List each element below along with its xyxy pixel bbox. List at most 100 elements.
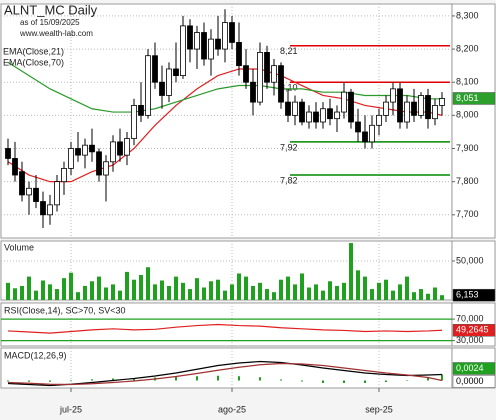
candle-body [257, 51, 263, 103]
volume-bar [41, 280, 45, 300]
candle-body [173, 68, 179, 76]
candle-body [159, 81, 165, 96]
volume-bar [230, 284, 234, 300]
candle-body [54, 181, 60, 206]
histogram-bar [133, 378, 135, 381]
candle-body [201, 32, 207, 60]
volume-bar [307, 287, 311, 300]
volume-bar [391, 290, 395, 300]
panel-title: Volume [4, 242, 34, 252]
candle-body [82, 144, 88, 156]
legend-entry: EMA(Close,21) [3, 46, 64, 56]
volume-bar [419, 289, 423, 300]
volume-bar [90, 281, 94, 300]
volume-bar [181, 282, 185, 300]
candle-body [5, 148, 11, 159]
histogram-bar [217, 375, 219, 381]
volume-bar [272, 292, 276, 300]
panel [0, 240, 453, 301]
candle-body [229, 22, 235, 43]
last-value-box [452, 288, 496, 302]
histogram-bar [49, 380, 51, 382]
x-tick-label: sep-25 [365, 404, 393, 414]
volume-bar [195, 278, 199, 300]
volume-bar [321, 290, 325, 300]
volume-bar [146, 267, 150, 300]
volume-bar [62, 278, 66, 300]
level-label: 7,92 [280, 142, 298, 152]
last-value-box [452, 375, 496, 388]
candle-body [222, 22, 228, 50]
panel [0, 347, 453, 389]
panel-title: RSI(Close,14), SC>70, SV<30 [4, 305, 126, 315]
y-tick-label: 70,000 [456, 314, 484, 324]
histogram-bar [441, 374, 443, 381]
chart-title: ALNT_MC Daily [4, 2, 98, 17]
histogram-bar [175, 377, 177, 381]
histogram-bar [238, 376, 240, 381]
volume-bar [97, 276, 101, 300]
histogram-bar [364, 380, 366, 383]
candle-body [75, 148, 81, 156]
candle-body [278, 65, 284, 103]
last-value-label: 8,051 [456, 93, 479, 103]
histogram-bar [427, 378, 429, 381]
axis-panel [451, 3, 496, 239]
indicator-line [7, 360, 443, 387]
candle-body [271, 65, 277, 83]
last-value-box [452, 362, 496, 375]
level-label: 7,82 [280, 175, 298, 185]
volume-bar [209, 281, 213, 300]
volume-bar [132, 279, 136, 300]
volume-bar [174, 276, 178, 300]
candle-body [264, 51, 270, 83]
volume-bar [349, 243, 353, 300]
candle-body [89, 144, 95, 153]
last-value-label: 6,153 [456, 290, 479, 300]
candle-body [68, 148, 74, 169]
candle-body [26, 187, 32, 196]
x-tick-label: jul-25 [59, 404, 82, 414]
volume-bar [300, 273, 304, 300]
last-value-box [452, 92, 496, 105]
volume-bar [412, 292, 416, 300]
indicator-line [7, 323, 443, 334]
candle-body [327, 108, 333, 120]
y-tick-label: 8,200 [456, 43, 479, 53]
candle-body [61, 167, 67, 183]
candle-body [320, 108, 326, 123]
candle-body [12, 158, 18, 176]
y-tick-label: 50,000 [456, 255, 484, 265]
candle-body [285, 101, 291, 116]
candle-body [236, 42, 242, 67]
candle-body [299, 101, 305, 123]
volume-bar [69, 272, 73, 300]
volume-bar [258, 282, 262, 300]
volume-bar [34, 290, 38, 300]
volume-bar [118, 290, 122, 300]
level-label: 8,21 [280, 46, 298, 56]
volume-bar [244, 276, 248, 300]
volume-bar [251, 285, 255, 300]
candle-body [40, 201, 46, 216]
candle-body [334, 111, 340, 120]
histogram-bar [280, 379, 282, 381]
candle-body [215, 38, 221, 50]
candle-body [187, 25, 193, 50]
volume-bar [398, 284, 402, 300]
volume-bar [405, 276, 409, 300]
candle-body [180, 25, 186, 76]
y-tick-label: 8,300 [456, 10, 479, 20]
candle-body [145, 55, 151, 116]
indicator-line [7, 362, 443, 386]
x-tick-label: ago-25 [218, 404, 246, 414]
candle-body [208, 38, 214, 60]
volume-bar [286, 276, 290, 300]
volume-bar [433, 287, 437, 300]
y-tick-label: 8,100 [456, 77, 479, 87]
volume-bar [188, 289, 192, 300]
histogram-bar [70, 380, 72, 381]
volume-bar [160, 280, 164, 300]
candle-body [425, 95, 431, 120]
